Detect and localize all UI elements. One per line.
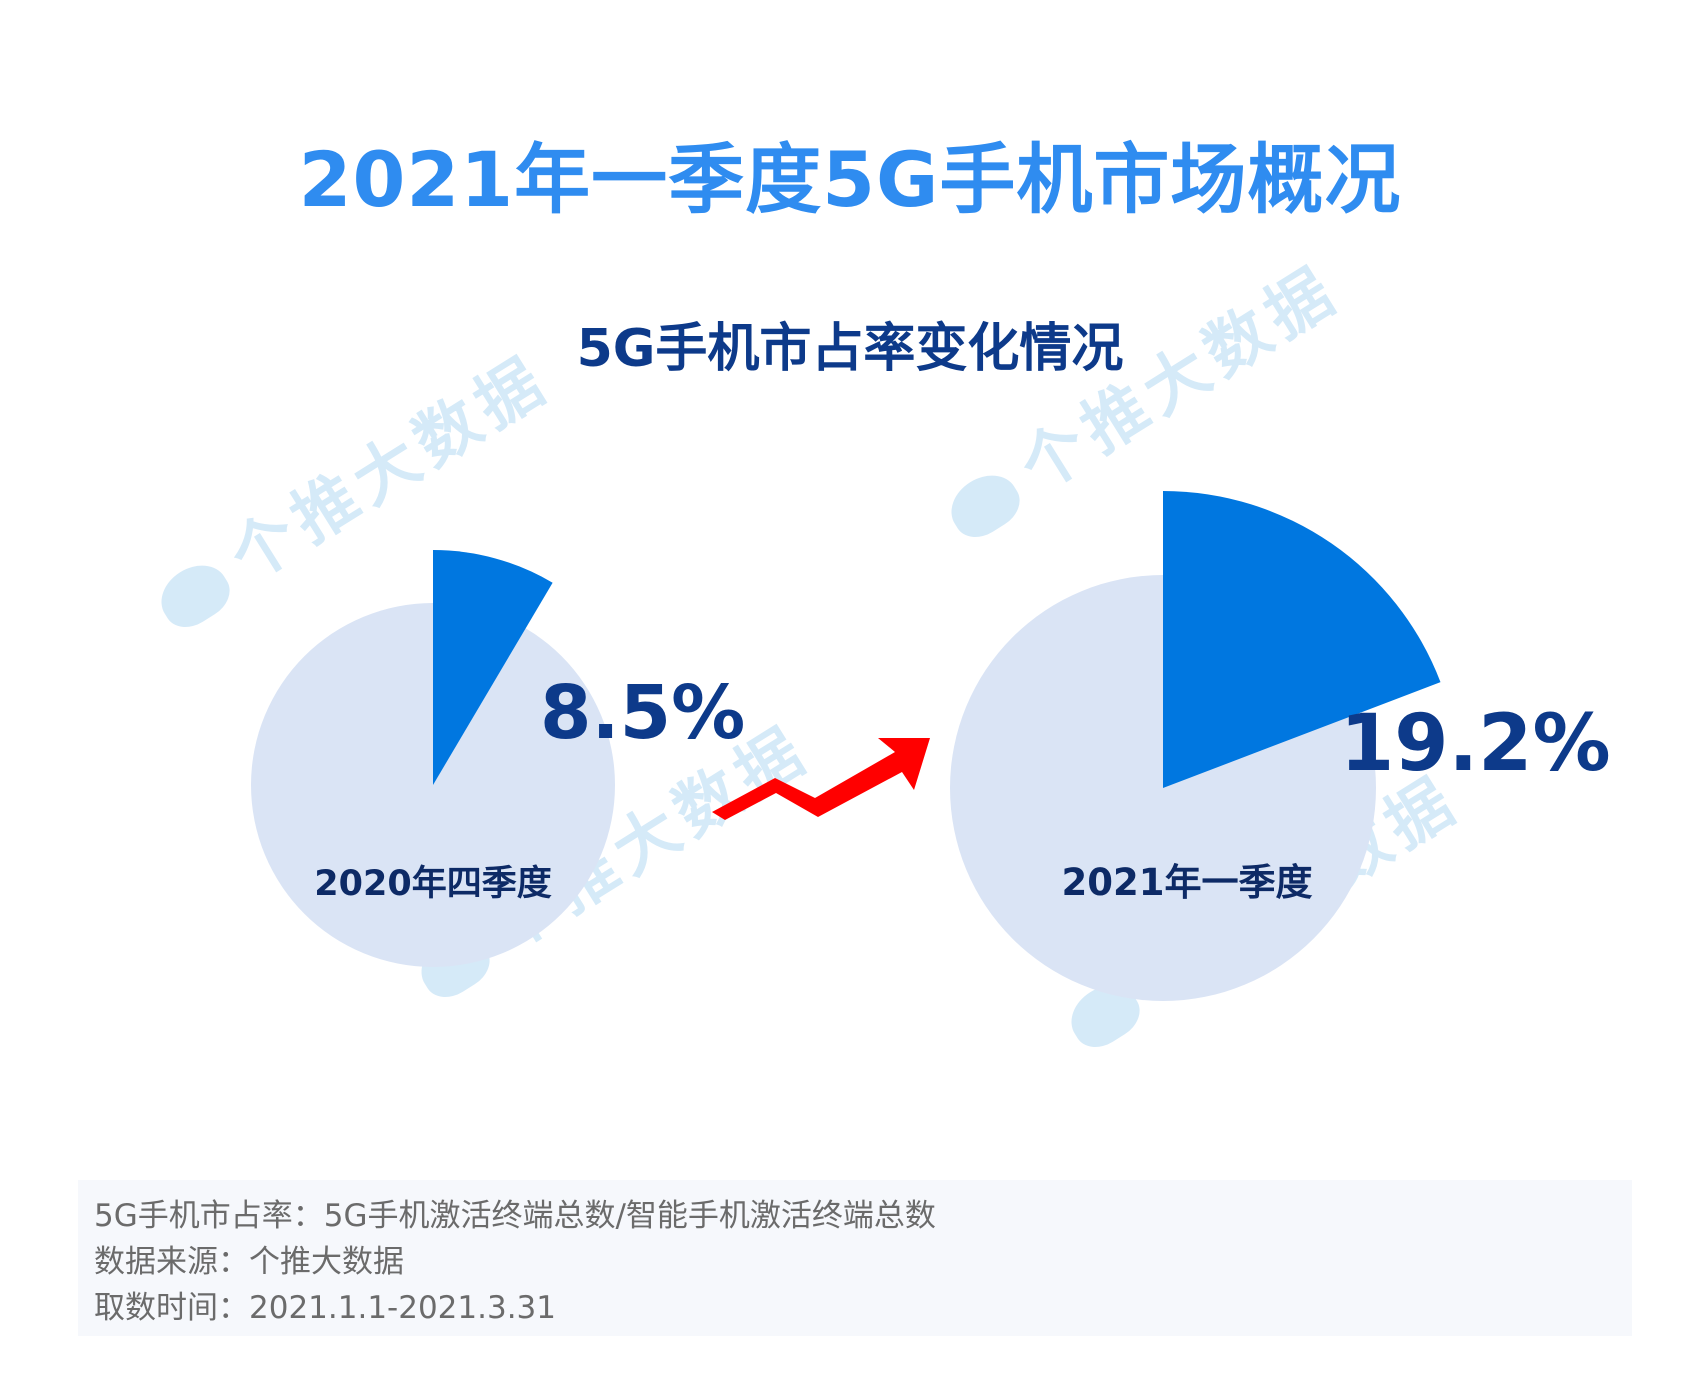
growth-arrow-icon — [712, 738, 930, 820]
pie-slice-q4-2020 — [433, 550, 553, 785]
note-source: 数据来源：个推大数据 — [94, 1244, 404, 1280]
data-label-q1-2021: 19.2% — [1340, 699, 1611, 789]
period-label-q4-2020: 2020年四季度 — [314, 864, 551, 904]
page-title: 2021年一季度5G手机市场概况 — [298, 135, 1402, 224]
note-period: 取数时间：2021.1.1-2021.3.31 — [94, 1290, 557, 1326]
period-label-q1-2021: 2021年一季度 — [1062, 861, 1313, 904]
data-label-q4-2020: 8.5% — [540, 670, 745, 756]
footnote-box: 5G手机市占率：5G手机激活终端总数/智能手机激活终端总数 数据来源：个推大数据… — [78, 1180, 1632, 1336]
chart-subtitle: 5G手机市占率变化情况 — [576, 319, 1124, 379]
note-definition: 5G手机市占率：5G手机激活终端总数/智能手机激活终端总数 — [94, 1198, 936, 1234]
pie-slice-q1-2021 — [1163, 491, 1441, 788]
